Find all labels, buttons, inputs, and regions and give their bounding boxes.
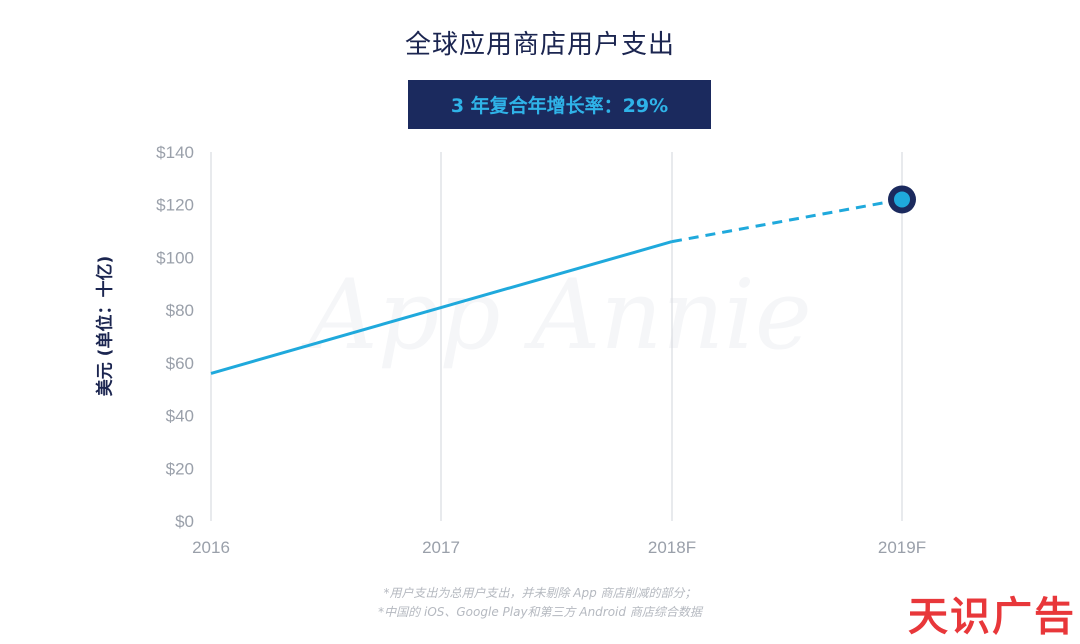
y-tick-label: $80	[166, 301, 194, 320]
grid-lines	[210, 152, 903, 521]
x-tick-label: 2018F	[648, 538, 696, 557]
y-tick-label: $100	[156, 248, 194, 267]
footnote-2: *中国的 iOS、Google Play和第三方 Android 商店综合数据	[378, 605, 702, 619]
series-dashed-line	[671, 197, 903, 244]
series-solid-line	[210, 240, 673, 375]
y-tick-label: $20	[166, 459, 194, 478]
y-ticks: $0 $20 $40 $60 $80 $100 $120 $140	[156, 143, 194, 531]
y-tick-label: $40	[166, 407, 194, 426]
x-tick-label: 2016	[192, 538, 230, 557]
cagr-badge: 3 年复合年增长率：29%	[408, 80, 711, 129]
brand-logo-text: 天识广告	[908, 594, 1076, 640]
series-line	[210, 185, 916, 375]
footnote-1: *用户支出为总用户支出，并未剔除 App 商店削减的部分；	[383, 586, 697, 600]
watermark-text: App Annie	[300, 259, 811, 371]
y-tick-label: $140	[156, 143, 194, 162]
y-tick-label: $0	[175, 512, 194, 531]
y-tick-label: $60	[166, 354, 194, 373]
chart-title: 全球应用商店用户支出	[404, 30, 675, 60]
y-tick-label: $120	[156, 196, 194, 215]
x-tick-label: 2019F	[878, 538, 926, 557]
x-tick-label: 2017	[422, 538, 460, 557]
forecast-marker-inner	[894, 191, 910, 208]
x-ticks: 2016 2017 2018F 2019F	[192, 538, 926, 557]
